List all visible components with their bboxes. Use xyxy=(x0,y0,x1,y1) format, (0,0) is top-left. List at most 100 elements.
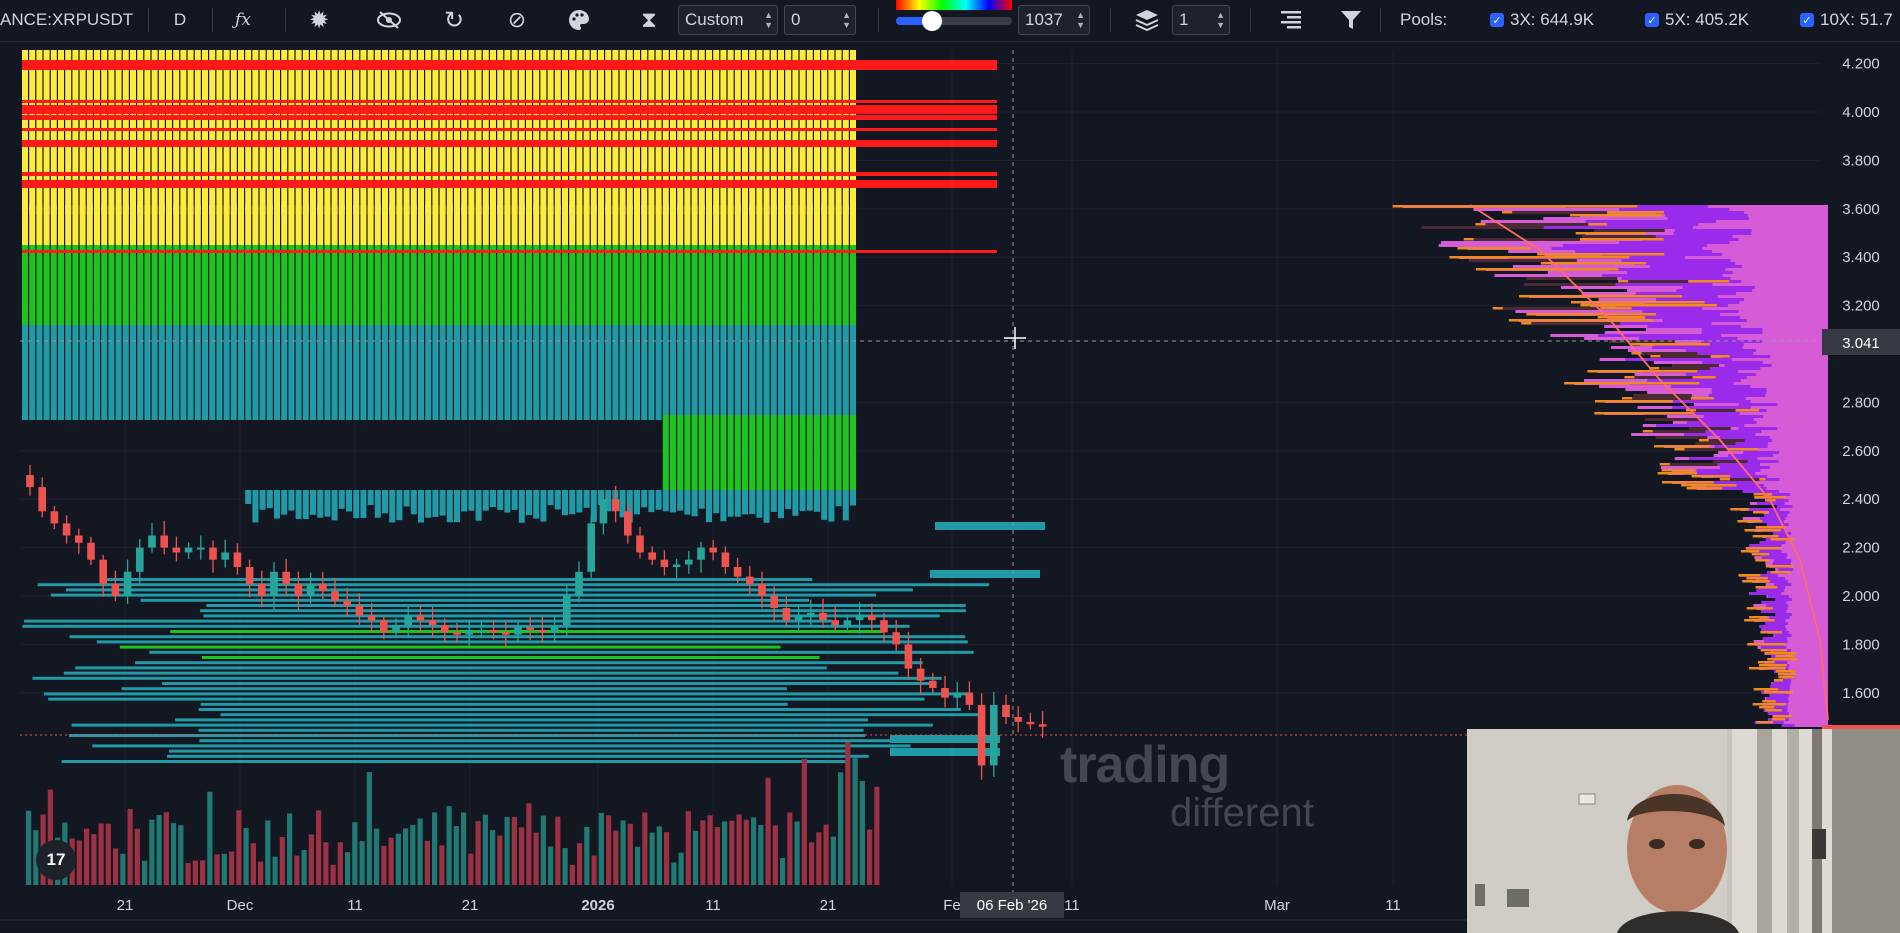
heatmap-cell xyxy=(396,245,403,325)
heatmap-cell xyxy=(828,490,835,522)
volume-bar xyxy=(664,832,670,885)
volume-bar xyxy=(787,812,793,885)
liquidity-dash xyxy=(167,754,869,758)
heatmap-cell xyxy=(338,490,345,509)
heatmap-cell xyxy=(684,325,691,415)
volume-bar xyxy=(207,791,213,885)
volume-bar xyxy=(656,826,662,885)
profile-band xyxy=(1769,622,1828,625)
heatmap-cell xyxy=(749,50,756,215)
heatmap-cell xyxy=(446,50,453,215)
volume-bar xyxy=(700,820,706,885)
price-tick-label: 3.600 xyxy=(1842,201,1880,218)
palette-icon[interactable] xyxy=(562,0,596,40)
time-axis[interactable]: 21 Dec 11 21 2026 11 21 Fe 11 Mar 11 xyxy=(117,897,1401,914)
volume-bar xyxy=(214,854,220,885)
heatmap-cell xyxy=(115,205,122,245)
heatmap-cell xyxy=(389,50,396,215)
refresh-icon[interactable]: ↻ xyxy=(443,6,465,34)
profile-band xyxy=(1695,442,1736,445)
heatmap-cell xyxy=(432,325,439,415)
heatmap-cell xyxy=(166,50,172,215)
heatmap-cell xyxy=(58,245,64,325)
volume-bar xyxy=(316,810,322,885)
heatmap-cell xyxy=(338,415,345,420)
candle-body xyxy=(990,704,998,766)
heatmap-cell xyxy=(490,415,496,420)
heatmap-cell xyxy=(65,50,72,215)
heatmap-cell xyxy=(497,245,504,325)
heatmap-cell xyxy=(281,205,288,245)
settings-gear-icon[interactable]: ✹ xyxy=(308,6,330,34)
volume-bar xyxy=(772,825,778,885)
candle-body xyxy=(721,552,730,567)
tradingview-logo[interactable]: 17 xyxy=(36,840,76,880)
volume-bar xyxy=(352,822,358,885)
color-slider[interactable] xyxy=(896,0,1012,40)
heatmap-cell xyxy=(425,205,432,245)
heatmap-cell xyxy=(223,415,230,420)
liquidity-dash xyxy=(63,671,899,675)
slider-value-input[interactable]: 1037 ▲ ▼ xyxy=(1018,5,1090,35)
heatmap-cell xyxy=(475,50,482,215)
hourglass-icon[interactable]: ⧗ xyxy=(641,7,657,32)
liquidity-dash xyxy=(930,570,1040,578)
heatmap-cell xyxy=(641,415,648,420)
heatmap-cell xyxy=(353,415,360,420)
liquidity-dash xyxy=(103,578,813,581)
heatmap-cell xyxy=(144,325,151,415)
price-chart[interactable]: 4.200 4.000 3.800 3.600 3.400 3.200 2.800 2.600… xyxy=(0,42,1900,933)
heatmap-red-band xyxy=(22,115,997,120)
candle-body xyxy=(819,612,827,621)
mode-select[interactable]: Custom ▲ ▼ xyxy=(678,5,778,35)
pool-3x-checkbox[interactable]: ✓ 3X: 644.9K xyxy=(1490,0,1594,40)
interval-button[interactable]: D xyxy=(173,10,187,29)
heatmap-cell xyxy=(569,50,576,215)
align-right-icon[interactable] xyxy=(1274,0,1308,40)
heatmap-cell xyxy=(29,415,36,420)
liquidity-dash xyxy=(66,588,913,592)
heatmap-cell xyxy=(792,245,799,325)
profile-band xyxy=(1763,691,1794,694)
profile-band xyxy=(1773,559,1792,562)
heatmap-cell xyxy=(94,245,100,325)
heatmap-cell xyxy=(684,415,691,490)
heatmap-cell xyxy=(612,50,619,215)
profile-band xyxy=(1753,511,1769,514)
profile-band xyxy=(1639,337,1738,340)
filter-icon[interactable] xyxy=(1334,0,1368,40)
profile-band xyxy=(1785,694,1828,697)
heatmap-cell xyxy=(130,325,136,415)
heatmap-cell xyxy=(259,490,266,510)
profile-band xyxy=(1392,205,1638,208)
symbol-label[interactable]: ANCE:XRPUSDT xyxy=(0,10,134,29)
heatmap-cell xyxy=(706,50,712,215)
profile-band xyxy=(1531,322,1621,325)
heatmap-cell xyxy=(749,245,756,325)
custom-value-input[interactable]: 0 ▲ ▼ xyxy=(784,5,856,35)
check-icon: ✓ xyxy=(1645,13,1659,27)
block-icon[interactable]: ⊘ xyxy=(507,7,527,32)
heatmap-cell xyxy=(446,245,453,325)
heatmap-cell xyxy=(216,50,223,215)
heatmap-cell xyxy=(72,415,79,420)
pool-10x-checkbox[interactable]: ✓ 10X: 51.7 xyxy=(1800,0,1893,40)
heatmap-cell xyxy=(245,415,252,420)
layers-icon[interactable] xyxy=(1130,0,1164,40)
heatmap-cell xyxy=(670,325,676,415)
pool-5x-checkbox[interactable]: ✓ 5X: 405.2K xyxy=(1645,0,1749,40)
function-icon[interactable]: ƒx xyxy=(235,10,251,30)
heatmap-cell xyxy=(101,415,108,420)
profile-band xyxy=(1761,601,1787,604)
heatmap-cell xyxy=(374,205,381,245)
profile-band xyxy=(1767,661,1828,664)
heatmap-cell xyxy=(122,415,129,420)
profile-band xyxy=(1685,373,1757,376)
profile-band xyxy=(1766,604,1789,607)
heatmap-cell xyxy=(274,245,280,325)
layers-value-input[interactable]: 1 ▲ ▼ xyxy=(1172,5,1230,35)
price-axis[interactable]: 4.200 4.000 3.800 3.600 3.400 3.200 2.800 2.600… xyxy=(1842,56,1880,702)
hide-eye-icon[interactable] xyxy=(372,0,406,40)
heatmap-cell xyxy=(468,50,475,215)
candle-body xyxy=(1002,704,1010,717)
